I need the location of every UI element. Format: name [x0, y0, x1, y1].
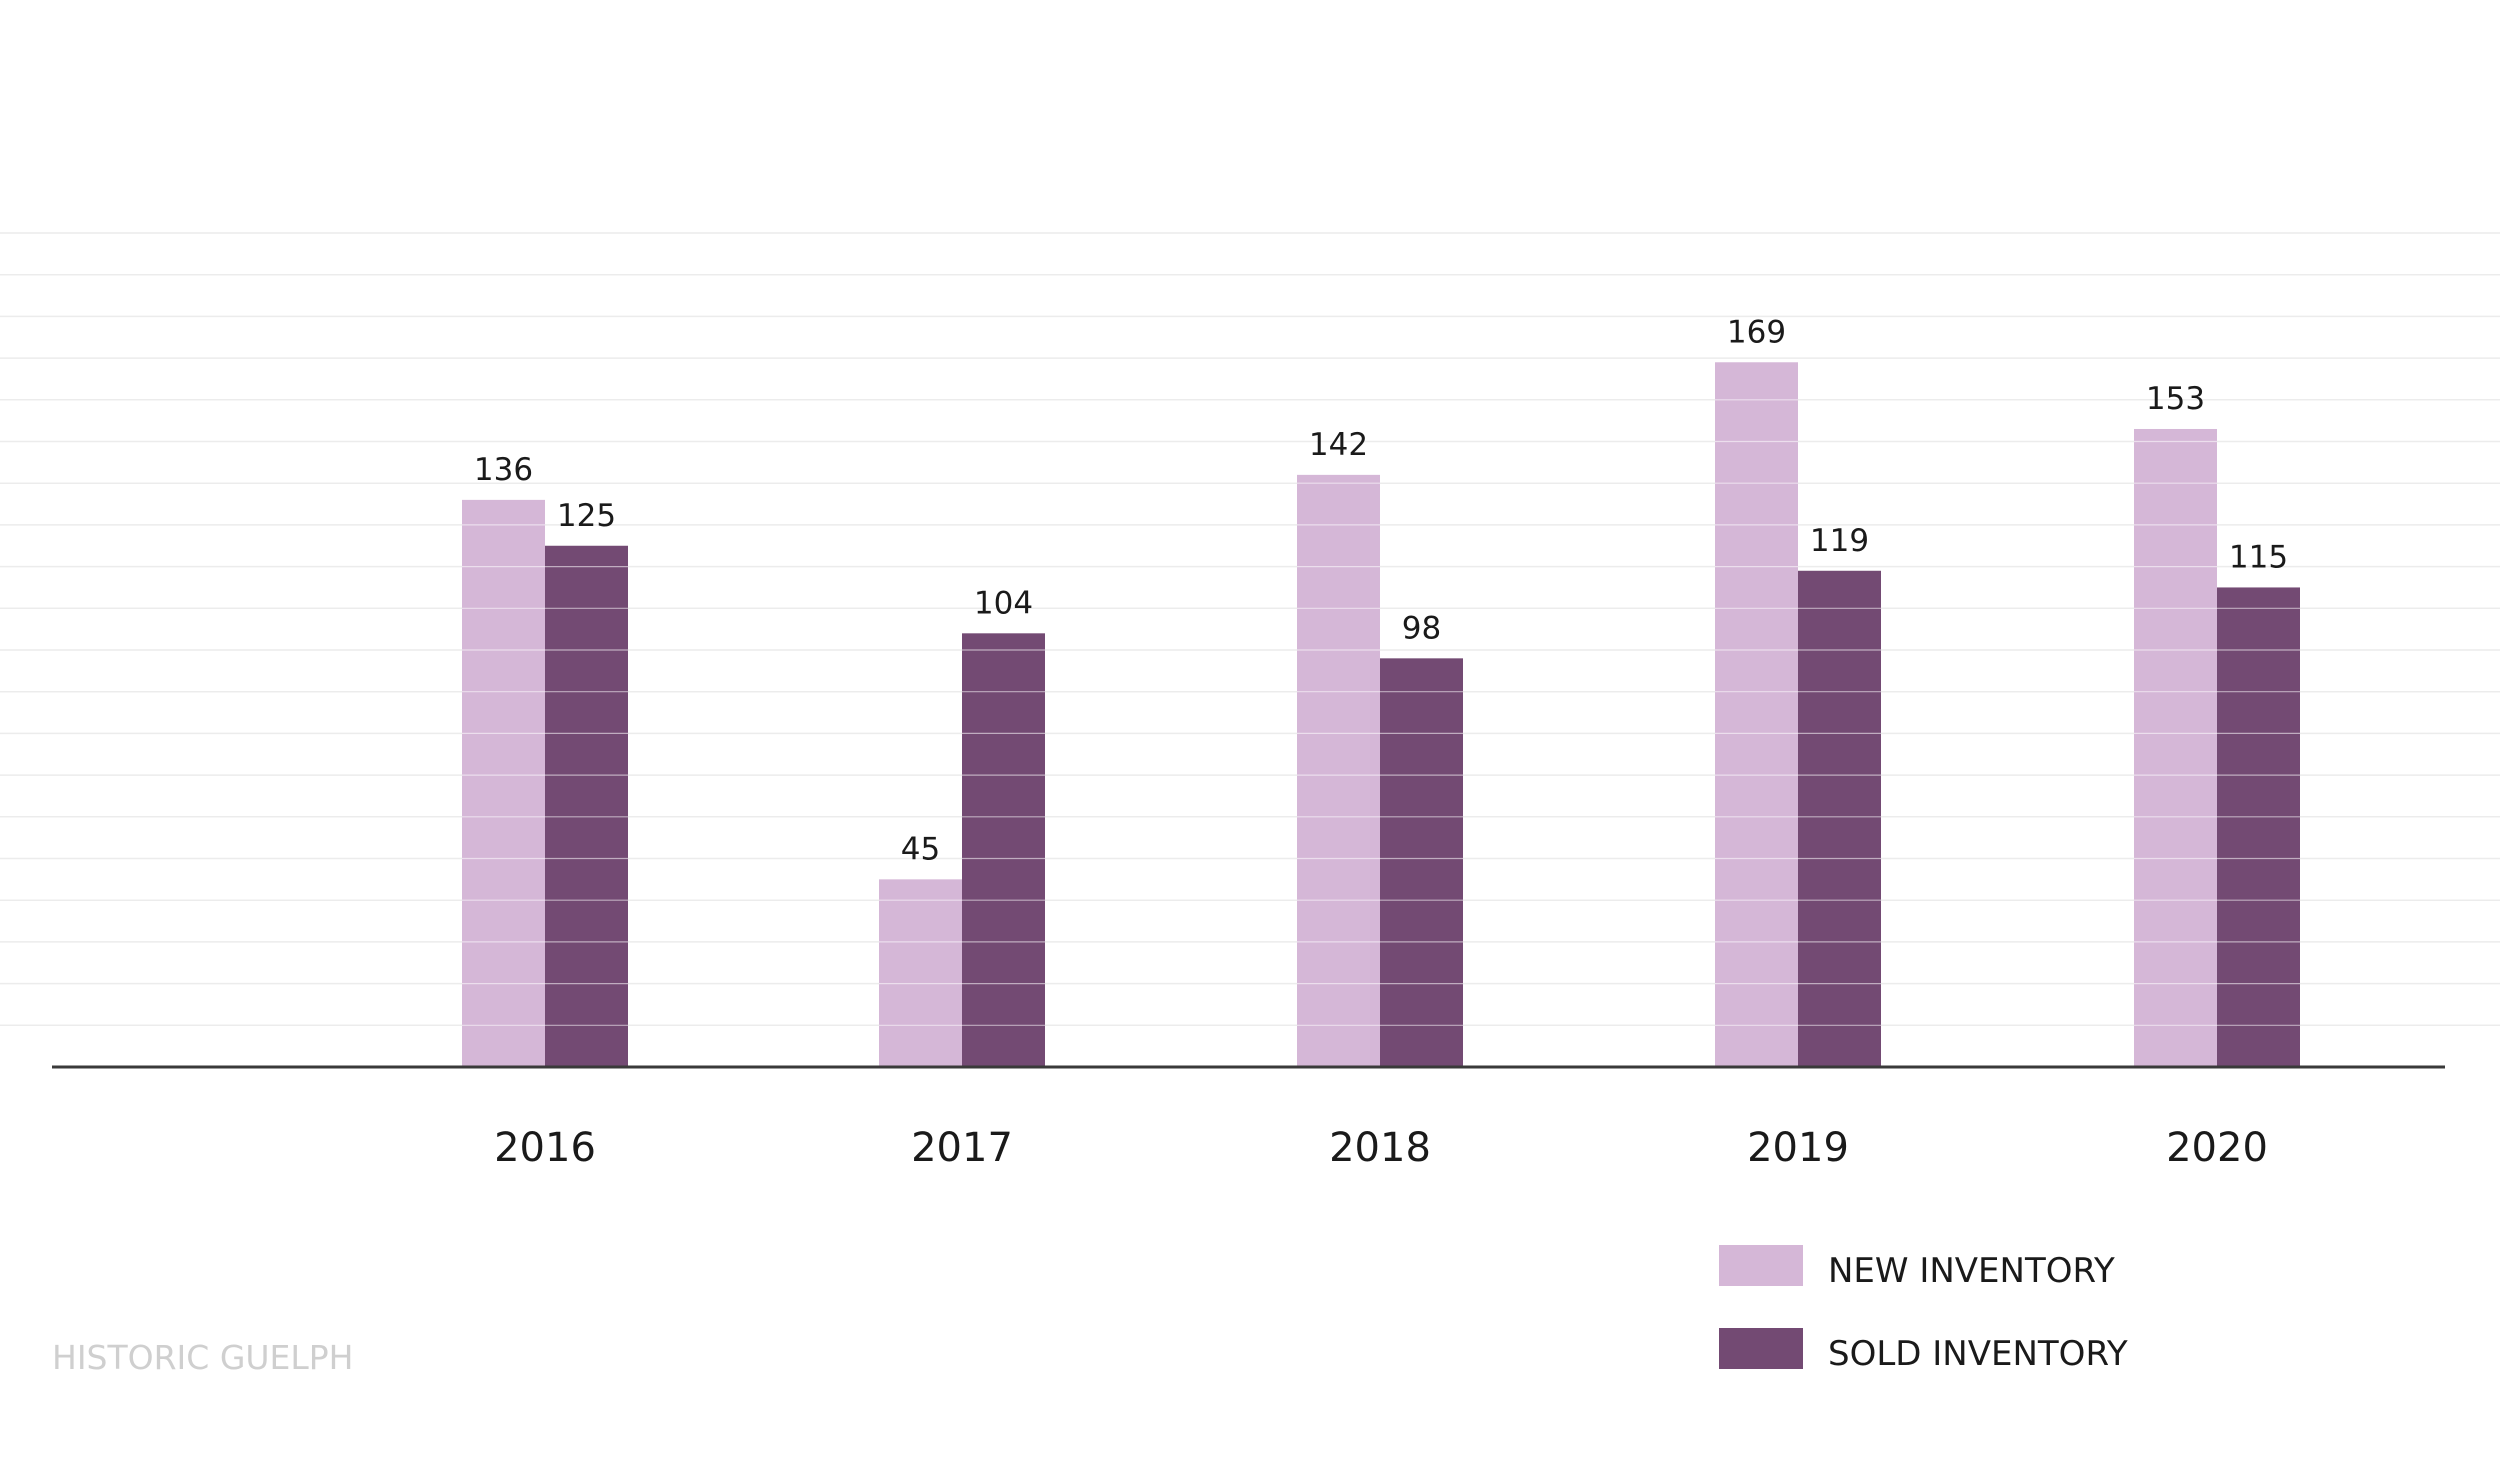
data-label-new-2019: 169	[1727, 314, 1786, 350]
bar-sold-2016	[545, 545, 628, 1067]
data-label-sold-2018: 98	[1402, 610, 1441, 646]
bar-sold-2018	[1380, 658, 1463, 1067]
bar-new-2018	[1297, 474, 1380, 1067]
data-label-new-2020: 153	[2146, 381, 2205, 417]
legend-label-new: NEW INVENTORY	[1828, 1251, 2115, 1291]
legend-swatch-new	[1719, 1245, 1803, 1286]
data-label-sold-2017: 104	[974, 585, 1033, 621]
legend-label-sold: SOLD INVENTORY	[1828, 1334, 2128, 1374]
bar-new-2016	[462, 499, 545, 1067]
bar-new-2019	[1715, 362, 1798, 1067]
bar-new-2017	[879, 879, 962, 1067]
x-tick-label-2020: 2020	[2166, 1125, 2268, 1171]
data-label-sold-2019: 119	[1810, 523, 1869, 559]
source-label: HISTORIC GUELPH	[52, 1338, 354, 1377]
data-labels: 136 125 45 104 142 98 169 119 153 115	[474, 314, 2288, 867]
bar-sold-2019	[1798, 570, 1881, 1067]
data-label-new-2017: 45	[901, 831, 940, 867]
x-tick-label-2019: 2019	[1747, 1125, 1849, 1171]
data-label-new-2018: 142	[1309, 427, 1368, 463]
data-label-sold-2016: 125	[557, 498, 616, 534]
data-label-sold-2020: 115	[2229, 539, 2288, 575]
x-tick-label-2018: 2018	[1329, 1125, 1431, 1171]
data-label-new-2016: 136	[474, 452, 533, 488]
bar-overlay-lines	[462, 399, 2300, 1026]
bar-series	[462, 362, 2300, 1067]
bar-sold-2020	[2217, 587, 2300, 1067]
x-tick-label-2017: 2017	[911, 1125, 1013, 1171]
legend-swatch-sold	[1719, 1328, 1803, 1369]
x-tick-label-2016: 2016	[494, 1125, 596, 1171]
bar-sold-2017	[962, 633, 1045, 1067]
x-axis-tick-labels: 2016 2017 2018 2019 2020	[494, 1125, 2268, 1171]
legend: NEW INVENTORY SOLD INVENTORY	[1719, 1245, 2128, 1374]
bar-new-2020	[2134, 428, 2217, 1067]
grid-lines	[0, 232, 2500, 1027]
